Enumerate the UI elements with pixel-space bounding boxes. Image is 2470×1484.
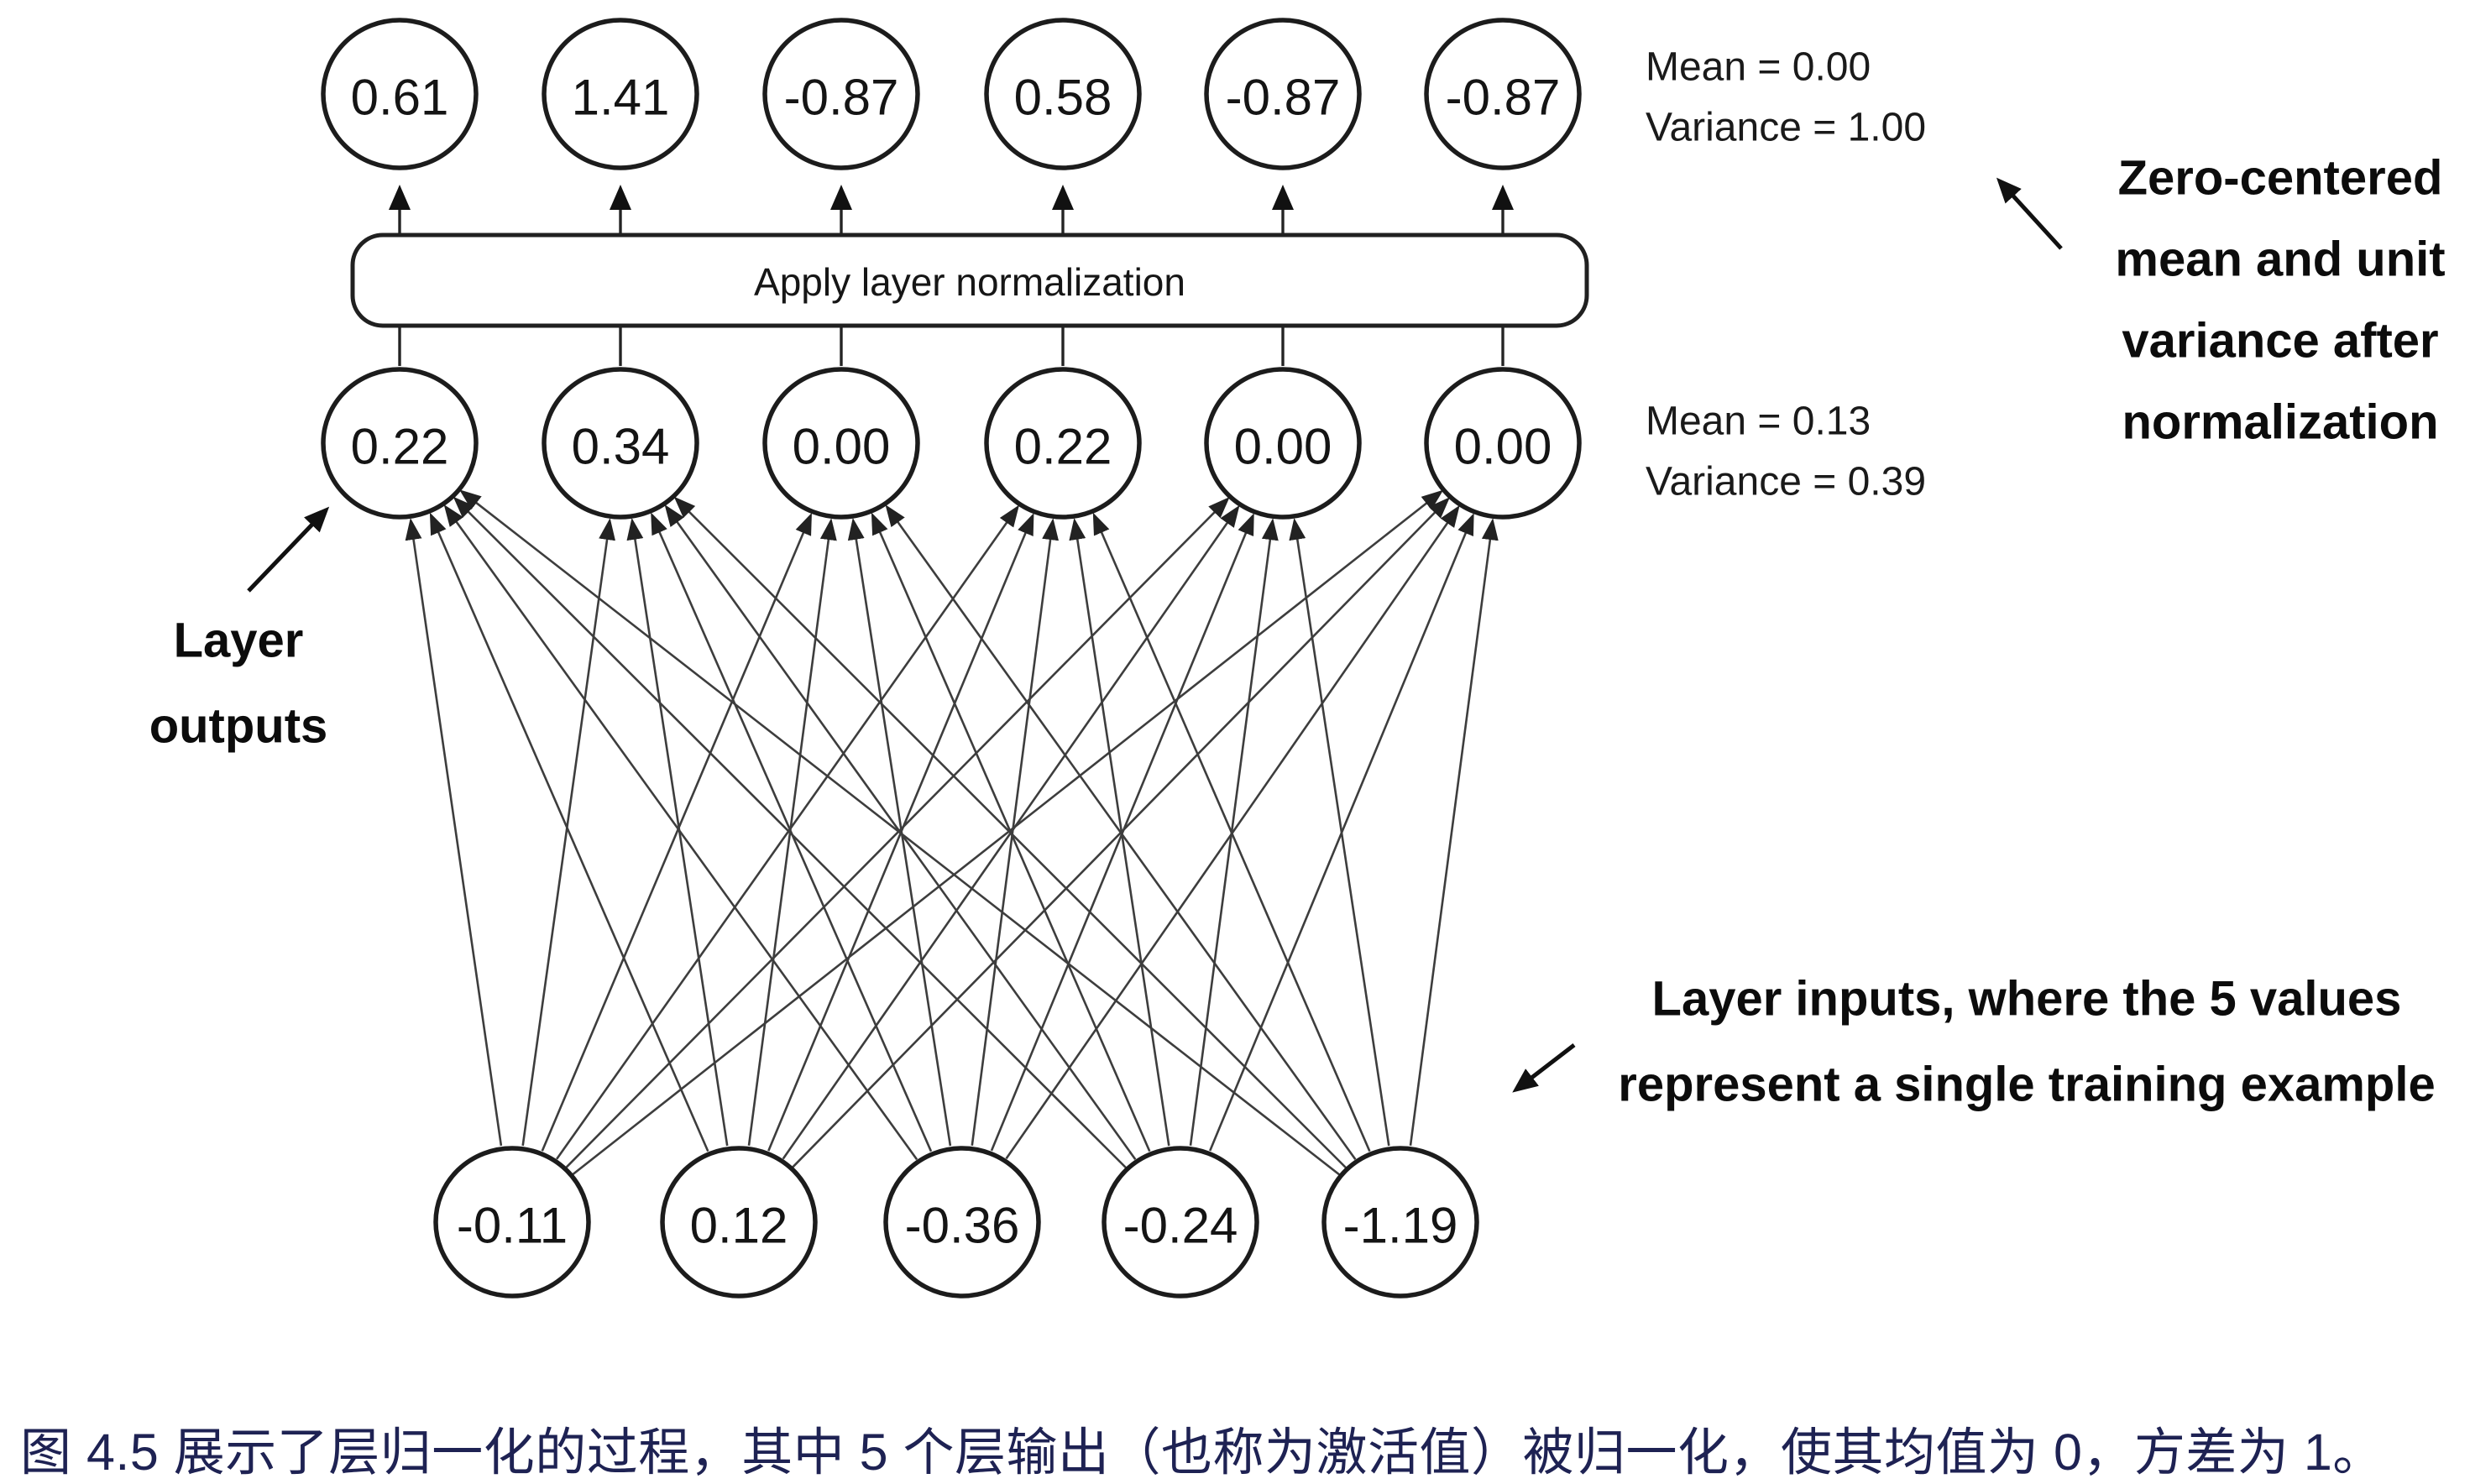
- layer-input-circle: [1102, 1146, 1259, 1298]
- normalized-value-circle: [762, 18, 920, 170]
- layer-input-value: -0.11: [457, 1198, 568, 1254]
- normalized-value-value: -0.87: [1226, 70, 1341, 126]
- layer-outputs-annotation: Layer outputs: [149, 614, 328, 754]
- layer-outputs-arrow: [247, 506, 330, 593]
- input-to-output-connection: [572, 489, 1444, 1176]
- normalized-value-circle: [984, 18, 1142, 170]
- input-to-output-connection: [453, 496, 1127, 1168]
- layer-input-value: -0.36: [905, 1198, 1020, 1254]
- value-nodes: 0.61 1.41 -0.87 0.58 -0.87 -0.87 0.22 0.34 0.00 0…: [321, 18, 1582, 1298]
- layer-normalization-label: Apply layer normalization: [754, 260, 1185, 304]
- input-to-output-connection: [556, 504, 1020, 1160]
- zero-centered-line-3: variance after: [2122, 314, 2438, 368]
- input-to-output-connection: [443, 504, 918, 1161]
- input-to-output-connection: [626, 517, 729, 1147]
- input-to-output-connection: [541, 512, 812, 1152]
- layer-output-circle: [321, 367, 479, 520]
- input-to-output-connection: [1289, 517, 1390, 1147]
- layer-input-circle: [433, 1146, 591, 1298]
- layer-output-value: 0.22: [1014, 419, 1112, 475]
- layer-outputs-line-1: Layer: [174, 614, 304, 668]
- normalized-value-value: 0.61: [351, 70, 449, 126]
- layer-normalization-box: [350, 233, 1589, 328]
- layer-input-value: -0.24: [1123, 1198, 1238, 1254]
- layer-outputs-line-2: outputs: [149, 699, 328, 754]
- stats-after-variance: Variance = 1.00: [1646, 106, 1926, 150]
- normalization-connectors: [389, 185, 1514, 366]
- layer-input-value: -1.19: [1343, 1198, 1458, 1254]
- input-to-output-connection: [565, 496, 1230, 1168]
- zero-centered-line-2: mean and unit: [2115, 233, 2445, 287]
- input-output-connections: [405, 489, 1499, 1176]
- normalized-value-circle: [321, 18, 479, 170]
- zero-centered-line-1: Zero-centered: [2118, 151, 2443, 206]
- layer-output-circle: [762, 367, 920, 520]
- stats-before-variance: Variance = 0.39: [1646, 460, 1926, 504]
- normalized-value-circle: [542, 18, 699, 170]
- input-to-output-connection: [1092, 512, 1371, 1152]
- normalized-value-value: -0.87: [784, 70, 899, 126]
- input-to-output-connection: [673, 496, 1347, 1168]
- normalized-value-circle: [1204, 18, 1362, 170]
- layer-output-value: 0.00: [1454, 419, 1552, 475]
- layer-inputs-annotation: Layer inputs, where the 5 values represe…: [1618, 972, 2435, 1112]
- layer-output-circle: [1204, 367, 1362, 520]
- layer-output-circle: [542, 367, 699, 520]
- normalized-value-circle: [1424, 18, 1582, 170]
- stats-before-mean: Mean = 0.13: [1646, 400, 1871, 444]
- normalized-value-value: -0.87: [1446, 70, 1561, 126]
- normalized-value-value: 0.58: [1014, 70, 1112, 126]
- input-to-output-connection: [459, 489, 1341, 1176]
- layer-output-value: 0.34: [572, 419, 670, 475]
- normalized-value-value: 1.41: [572, 70, 670, 126]
- layer-inputs-arrow: [1512, 1043, 1576, 1093]
- layer-input-circle: [1321, 1146, 1479, 1298]
- layer-input-value: 0.12: [690, 1198, 788, 1254]
- input-to-output-connection: [1409, 518, 1499, 1146]
- input-to-output-connection: [429, 512, 709, 1152]
- layer-output-value: 0.00: [1234, 419, 1332, 475]
- layer-input-circle: [660, 1146, 818, 1298]
- layer-output-value: 0.00: [793, 419, 891, 475]
- zero-centered-line-4: normalization: [2122, 395, 2438, 450]
- zero-centered-arrow: [1996, 177, 2063, 250]
- layer-output-circle: [1424, 367, 1582, 520]
- layer-output-circle: [984, 367, 1142, 520]
- layer-inputs-line-2: represent a single training example: [1618, 1058, 2435, 1112]
- input-to-output-connection: [405, 518, 503, 1147]
- input-to-output-connection: [521, 518, 615, 1147]
- layer-output-value: 0.22: [351, 419, 449, 475]
- stats-after-mean: Mean = 0.00: [1646, 45, 1871, 90]
- layer-input-circle: [883, 1146, 1041, 1298]
- layer-inputs-line-1: Layer inputs, where the 5 values: [1652, 972, 2402, 1027]
- zero-centered-annotation: Zero-centered mean and unit variance aft…: [2115, 151, 2445, 450]
- figure-caption: 图 4.5 展示了层归一化的过程，其中 5 个层输出（也称为激活值）被归一化，使…: [20, 1424, 2384, 1481]
- input-to-output-connection: [885, 504, 1357, 1161]
